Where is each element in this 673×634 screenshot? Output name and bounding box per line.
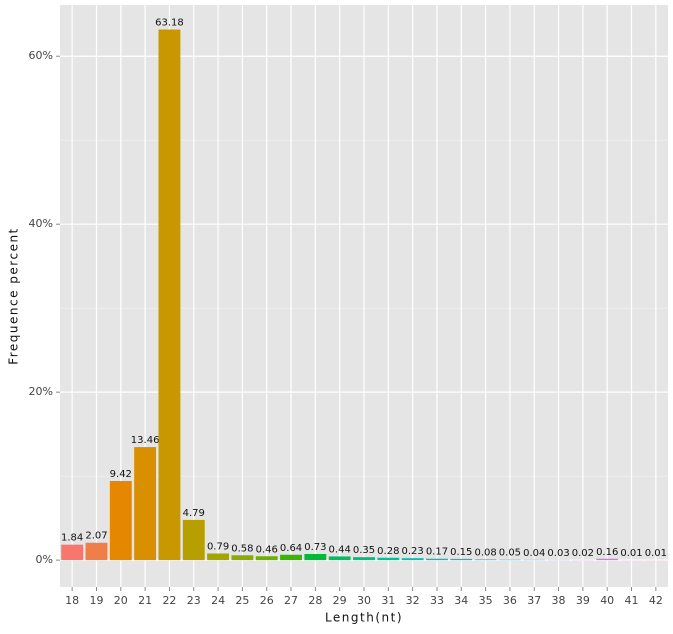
value-label: 9.42 [110,469,132,480]
x-tick-label: 30 [357,594,371,607]
bar [450,559,472,560]
x-tick-label: 24 [211,594,225,607]
x-tick-label: 29 [333,594,347,607]
x-tick-label: 26 [260,594,274,607]
x-tick-label: 36 [503,594,517,607]
x-tick-label: 23 [187,594,201,607]
value-label: 13.46 [131,435,160,446]
bar [134,447,156,560]
x-tick-label: 33 [430,594,444,607]
value-label: 0.64 [280,543,302,554]
x-tick-label: 21 [138,594,152,607]
y-tick-label: 60% [29,49,53,62]
value-label: 0.16 [596,547,618,558]
bar [61,545,83,560]
x-tick-label: 25 [235,594,249,607]
value-label: 0.01 [645,548,667,559]
value-label: 2.07 [85,531,107,542]
bar [426,559,448,560]
value-label: 63.18 [155,18,184,29]
bar [377,558,399,560]
y-tick-label: 0% [36,553,53,566]
x-tick-label: 20 [114,594,128,607]
x-tick-label: 40 [600,594,614,607]
bar [596,559,618,560]
value-label: 0.28 [377,546,399,557]
value-label: 0.08 [474,547,496,558]
x-tick-label: 28 [308,594,322,607]
bar [475,559,497,560]
value-label: 0.79 [207,541,229,552]
value-label: 0.03 [547,548,569,559]
x-tick-label: 38 [552,594,566,607]
value-label: 0.04 [523,548,545,559]
value-label: 0.58 [231,543,253,554]
x-tick-label: 42 [649,594,663,607]
value-label: 0.23 [402,546,424,557]
x-tick-label: 32 [406,594,420,607]
bar [304,554,326,560]
x-tick-label: 34 [454,594,468,607]
x-tick-label: 39 [576,594,590,607]
value-label: 0.73 [304,542,326,553]
y-axis-title: Frequence percent [7,227,21,365]
x-tick-label: 31 [381,594,395,607]
value-label: 0.15 [450,547,472,558]
bar [158,30,180,561]
x-tick-label: 18 [65,594,79,607]
bar [207,553,229,560]
value-label: 0.35 [353,545,375,556]
bar [183,520,205,560]
value-label: 0.44 [329,544,351,555]
bar [86,543,108,560]
value-label: 0.46 [256,544,278,555]
x-tick-label: 35 [479,594,493,607]
bar [402,558,424,560]
y-tick-label: 20% [29,385,53,398]
bar [256,556,278,560]
value-label: 1.84 [61,533,83,544]
value-label: 0.05 [499,548,521,559]
x-tick-label: 22 [162,594,176,607]
bar [353,557,375,560]
y-tick-label: 40% [29,217,53,230]
x-tick-label: 37 [527,594,541,607]
bar [280,555,302,560]
value-label: 4.79 [183,508,205,519]
x-tick-label: 41 [625,594,639,607]
bar [231,555,253,560]
x-axis-title: Length(nt) [325,611,403,625]
x-tick-label: 19 [89,594,103,607]
value-label: 0.02 [572,548,594,559]
value-label: 0.01 [620,548,642,559]
bar [110,481,132,560]
value-label: 0.17 [426,547,448,558]
bar [329,556,351,560]
x-tick-label: 27 [284,594,298,607]
